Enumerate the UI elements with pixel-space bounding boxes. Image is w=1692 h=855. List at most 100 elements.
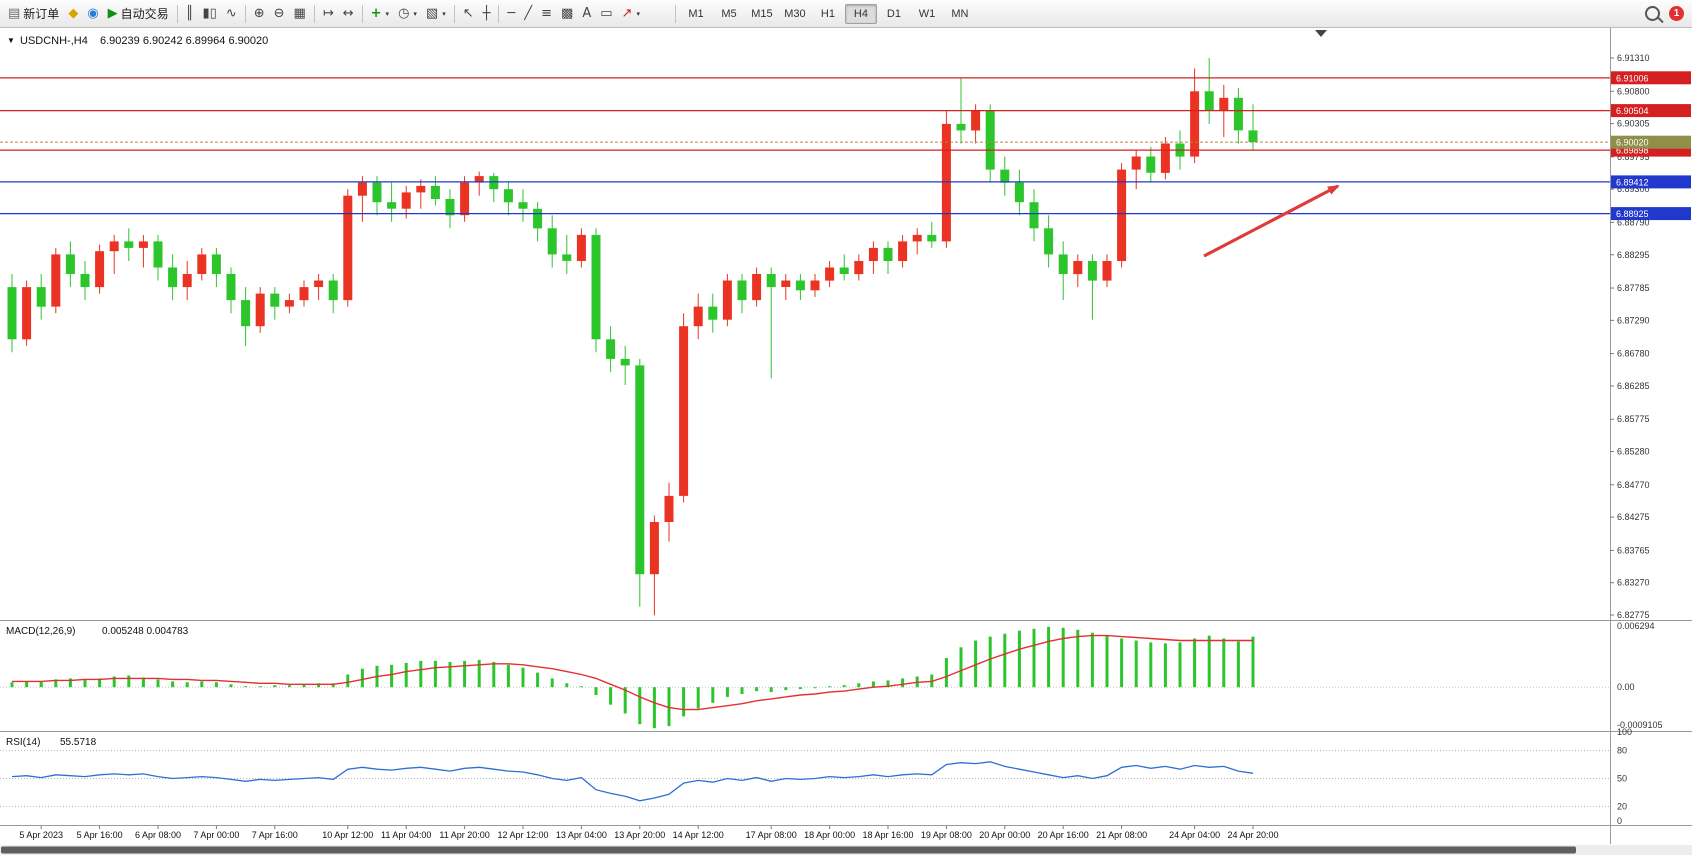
chart-shift-icon[interactable]: ↔ xyxy=(339,3,358,25)
trendline-icon[interactable]: ╱ xyxy=(520,3,536,25)
chart-shift-marker[interactable] xyxy=(1315,30,1327,37)
new-order-button[interactable]: ▤ 新订单 xyxy=(4,3,63,25)
candle-body xyxy=(679,326,689,496)
zoom-in-icon[interactable]: ⊕ xyxy=(250,3,269,25)
candle-body xyxy=(1044,228,1054,255)
timeframe-M30[interactable]: M30 xyxy=(784,7,806,20)
bar-chart-icon[interactable]: ║ xyxy=(182,3,198,25)
line-chart-icon: ∿ xyxy=(225,6,237,21)
zoom-in-icon: ⊕ xyxy=(253,6,265,21)
candle-body xyxy=(664,495,674,522)
label-icon[interactable]: ▭ xyxy=(596,3,616,25)
macd-bar xyxy=(1017,630,1021,688)
chart-menu-icon[interactable]: ▼ xyxy=(7,36,15,45)
macd-bar xyxy=(536,672,540,688)
crosshair-icon[interactable]: ┼ xyxy=(479,3,495,25)
time-axis[interactable]: 5 Apr 2023 5 Apr 16:00 6 Apr 08:00 7 Apr 00… xyxy=(19,826,1279,840)
auto-scroll-icon[interactable]: ↦ xyxy=(319,3,338,25)
macd-bar xyxy=(711,687,715,703)
horizontal-scrollbar-thumb[interactable] xyxy=(1,846,1576,854)
new-order-button-label: 新订单 xyxy=(23,7,60,21)
macd-indicator-values: 0.005248 0.004783 xyxy=(102,626,189,637)
price-axis-label: 6.89300 xyxy=(1617,184,1650,194)
periods-icon: ◷ xyxy=(398,6,410,21)
candle-body xyxy=(1160,143,1170,173)
metaeditor-icon[interactable]: ◆ xyxy=(64,3,82,25)
text-icon[interactable]: A xyxy=(578,3,595,25)
candle-body xyxy=(737,280,747,301)
notification-badge[interactable]: 1 xyxy=(1669,6,1684,21)
line-chart-icon[interactable]: ∿ xyxy=(222,3,241,25)
shapes-icon[interactable]: ▩ xyxy=(557,3,577,25)
macd-bar xyxy=(258,686,262,688)
metaeditor-icon: ◆ xyxy=(68,6,79,21)
timeframe-M1[interactable]: M1 xyxy=(688,7,704,20)
timeframe-M5[interactable]: M5 xyxy=(721,7,737,20)
price-badge: 6.90504 xyxy=(1611,104,1691,118)
trend-arrow-annotation[interactable] xyxy=(1203,184,1340,258)
timeframe-MN[interactable]: MN xyxy=(951,7,969,20)
candle-body xyxy=(109,241,119,252)
candle-body xyxy=(430,185,440,199)
macd-bar xyxy=(550,678,554,688)
candle-body xyxy=(1058,254,1068,274)
macd-bar xyxy=(959,647,963,688)
candle-body xyxy=(518,202,528,209)
macd-bar xyxy=(360,668,364,688)
fibonacci-icon[interactable]: ≡ xyxy=(537,3,556,25)
fibonacci-icon: ≡ xyxy=(541,6,553,21)
macd-bar xyxy=(638,687,642,725)
periods-button[interactable]: ◷ ▾ xyxy=(394,3,421,25)
candle-body xyxy=(912,234,922,242)
horizontal-line-icon[interactable]: ─ xyxy=(503,3,519,25)
market-watch-icon: ◉ xyxy=(87,6,99,21)
candle-body xyxy=(387,202,397,209)
chart-canvas[interactable]: 6.91310 6.90800 6.90305 6.89795 6.89300 6.887… xyxy=(0,28,1692,855)
macd-axis-label: 0.00 xyxy=(1617,682,1635,692)
rsi-axis-label: 20 xyxy=(1617,801,1627,811)
indicators-button[interactable]: + ▾ xyxy=(367,3,393,25)
macd-histogram xyxy=(10,626,1255,729)
tile-windows-icon[interactable]: ▦ xyxy=(290,3,310,25)
templates-button[interactable]: ▧ ▾ xyxy=(422,3,450,25)
arrows-icon[interactable]: ↗ ▾ xyxy=(618,3,644,25)
zoom-out-icon[interactable]: ⊖ xyxy=(270,3,289,25)
candle-body xyxy=(22,287,32,340)
price-badge-label: 6.90020 xyxy=(1616,138,1649,148)
time-axis-label: 13 Apr 04:00 xyxy=(556,830,607,840)
price-axis[interactable]: 6.91310 6.90800 6.90305 6.89795 6.89300 6.887… xyxy=(1610,53,1663,826)
search-icon[interactable] xyxy=(1645,6,1660,21)
macd-bar xyxy=(667,687,671,727)
candle-body xyxy=(693,306,703,327)
timeframe-M15[interactable]: M15 xyxy=(751,7,773,20)
candle-body xyxy=(883,247,893,261)
time-axis-label: 11 Apr 20:00 xyxy=(439,830,489,840)
cursor-icon[interactable]: ↖ xyxy=(459,3,478,25)
macd-indicator-label: MACD(12,26,9) xyxy=(6,626,75,637)
autotrading-button[interactable]: ▶ 自动交易 xyxy=(104,3,173,25)
candle-body xyxy=(401,192,411,209)
candle-body xyxy=(971,110,981,131)
candle-body xyxy=(357,182,367,196)
macd-bar xyxy=(857,683,861,688)
candlestick-chart-icon: ▮▯ xyxy=(202,6,217,21)
macd-bar xyxy=(1032,628,1036,688)
macd-bar xyxy=(1222,638,1226,688)
candles-layer xyxy=(7,58,1258,616)
candle-body xyxy=(1248,130,1258,143)
toolbar-separator xyxy=(313,4,315,23)
macd-axis-label: 0.006294 xyxy=(1617,621,1655,631)
timeframe-H4[interactable]: H4 xyxy=(844,3,877,24)
candlestick-chart-icon[interactable]: ▮▯ xyxy=(199,3,221,25)
toolbar-buttons: ▤ 新订单 ◆ ◉ ▶ 自动交易 ║ ▮▯ ∿ ⊕ ⊖ ▦ ↦ ↔ + ▾ ◷ ▾ ▧ ▾ ↖ ┼ ─ ╱ ≡ ▩ A ▭ ↗ ▾ M1 M5… xyxy=(4,3,1645,25)
timeframe-D1[interactable]: D1 xyxy=(886,7,901,20)
price-axis-label: 6.86285 xyxy=(1617,381,1650,391)
candle-body xyxy=(576,234,586,261)
candle-body xyxy=(898,241,908,261)
chart-title: USDCNH-,H4 xyxy=(20,35,88,47)
candle-body xyxy=(343,195,353,301)
timeframe-W1[interactable]: W1 xyxy=(918,7,936,20)
candle-body xyxy=(314,280,324,287)
timeframe-H1[interactable]: H1 xyxy=(820,7,835,20)
market-watch-icon[interactable]: ◉ xyxy=(83,3,102,25)
